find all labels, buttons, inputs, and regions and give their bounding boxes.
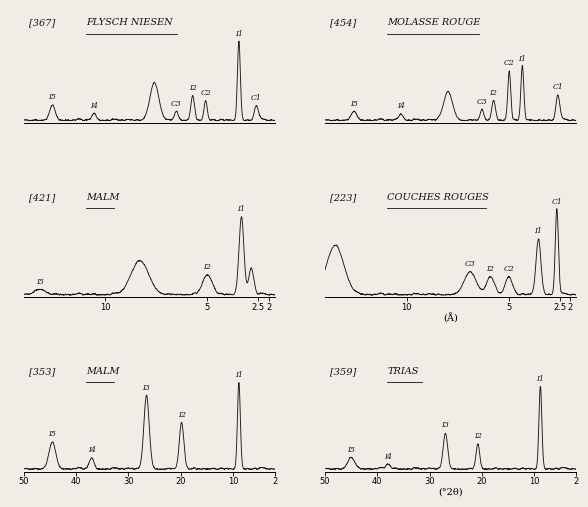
Text: COUCHES ROUGES: COUCHES ROUGES: [387, 193, 489, 202]
Text: I4: I4: [384, 453, 392, 461]
Text: I2: I2: [203, 263, 211, 271]
Text: I2: I2: [486, 265, 495, 273]
Text: [367]: [367]: [29, 18, 58, 27]
Text: [421]: [421]: [29, 193, 58, 202]
Text: I1: I1: [235, 371, 243, 379]
Text: MOLASSE ROUGE: MOLASSE ROUGE: [387, 18, 480, 27]
Text: I1: I1: [534, 227, 542, 235]
Text: C2: C2: [503, 265, 514, 273]
Text: I2: I2: [474, 432, 482, 440]
Text: [359]: [359]: [330, 367, 359, 376]
X-axis label: (°2θ): (°2θ): [438, 487, 463, 496]
Text: I2: I2: [178, 411, 186, 419]
Text: [353]: [353]: [29, 367, 58, 376]
Text: I2: I2: [490, 89, 497, 97]
Text: I4: I4: [90, 102, 98, 110]
Text: [454]: [454]: [330, 18, 359, 27]
Text: I3: I3: [142, 384, 151, 392]
Text: C3: C3: [477, 98, 487, 106]
Text: I1: I1: [235, 29, 243, 38]
Text: TRIAS: TRIAS: [387, 367, 419, 376]
Text: C1: C1: [552, 198, 562, 206]
Text: I4: I4: [397, 102, 405, 110]
X-axis label: (Å): (Å): [443, 313, 458, 323]
Text: I1: I1: [238, 205, 245, 213]
Text: I2: I2: [189, 84, 196, 92]
Text: C2: C2: [201, 89, 211, 97]
Text: C1: C1: [251, 94, 262, 102]
Text: C3: C3: [171, 99, 182, 107]
Text: I4: I4: [88, 447, 95, 454]
Text: I1: I1: [536, 375, 544, 383]
Text: MALM: MALM: [86, 367, 119, 376]
Text: I5: I5: [48, 93, 56, 101]
Text: I3: I3: [442, 421, 449, 429]
Text: I5: I5: [348, 446, 355, 454]
Text: C1: C1: [553, 84, 563, 91]
Text: I1: I1: [519, 55, 526, 63]
Text: I5: I5: [48, 430, 56, 439]
Text: C3: C3: [465, 261, 476, 269]
Text: I5: I5: [36, 277, 44, 285]
Text: MALM: MALM: [86, 193, 119, 202]
Text: C2: C2: [504, 59, 514, 67]
Text: [223]: [223]: [330, 193, 359, 202]
Text: FLYSCH NIESEN: FLYSCH NIESEN: [86, 18, 172, 27]
Text: I5: I5: [350, 99, 358, 107]
